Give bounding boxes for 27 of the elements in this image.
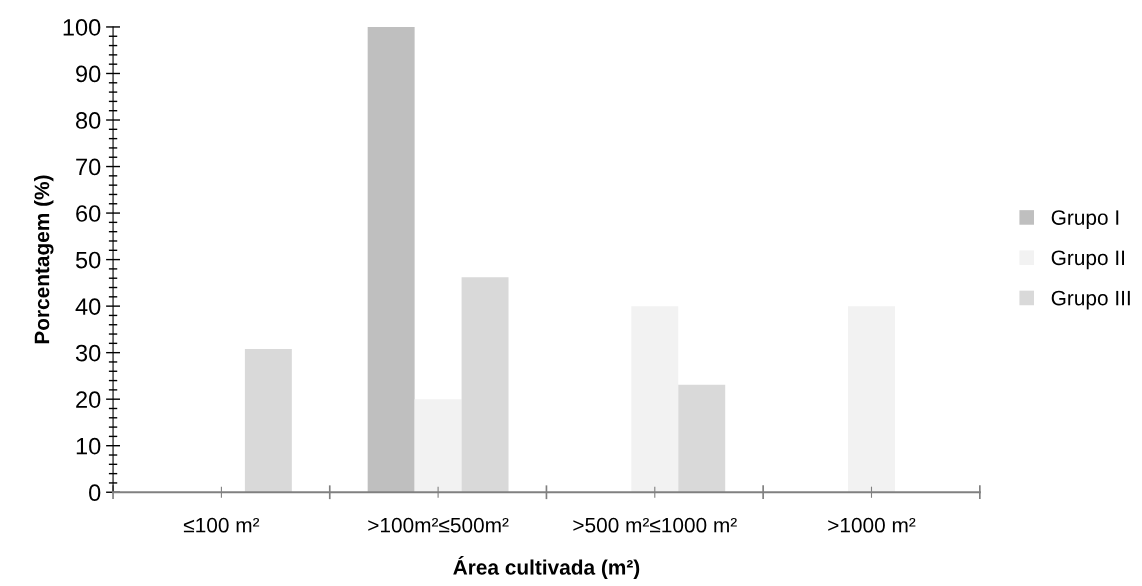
y-tick-label: 40 — [75, 298, 101, 315]
legend-label: Grupo II — [1051, 250, 1125, 270]
y-tick-label: 70 — [76, 158, 101, 176]
legend-label: Grupo III — [1051, 290, 1130, 310]
bar — [367, 26, 415, 493]
x-tick-label: >1000 m² — [828, 517, 916, 533]
x-axis-title: Área cultivada (m²) — [453, 556, 640, 579]
x-tick-label: ≤100 m² — [183, 517, 260, 533]
y-tick-label: 100 — [63, 19, 101, 36]
y-tick-label: 30 — [75, 344, 101, 362]
y-tick-label: 20 — [76, 391, 101, 408]
y-tick-label: 10 — [76, 437, 101, 455]
x-tick-label: >500 m²≤1000 m² — [573, 517, 737, 533]
y-tick-label: 80 — [76, 112, 101, 129]
bar — [414, 399, 462, 493]
bar — [848, 306, 895, 493]
legend-label: Grupo I — [1051, 210, 1119, 230]
y-tick-label: 90 — [76, 65, 101, 83]
y-tick-label: 0 — [89, 484, 101, 502]
y-axis-title: Porcentagem (%) — [34, 175, 54, 344]
bar — [244, 348, 292, 493]
bar — [631, 306, 679, 493]
bar — [461, 277, 509, 493]
y-tick-label: 60 — [76, 205, 101, 222]
y-tick-label: 50 — [75, 251, 101, 269]
bar — [678, 384, 726, 493]
x-tick-label: >100m²≤500m² — [368, 517, 509, 533]
